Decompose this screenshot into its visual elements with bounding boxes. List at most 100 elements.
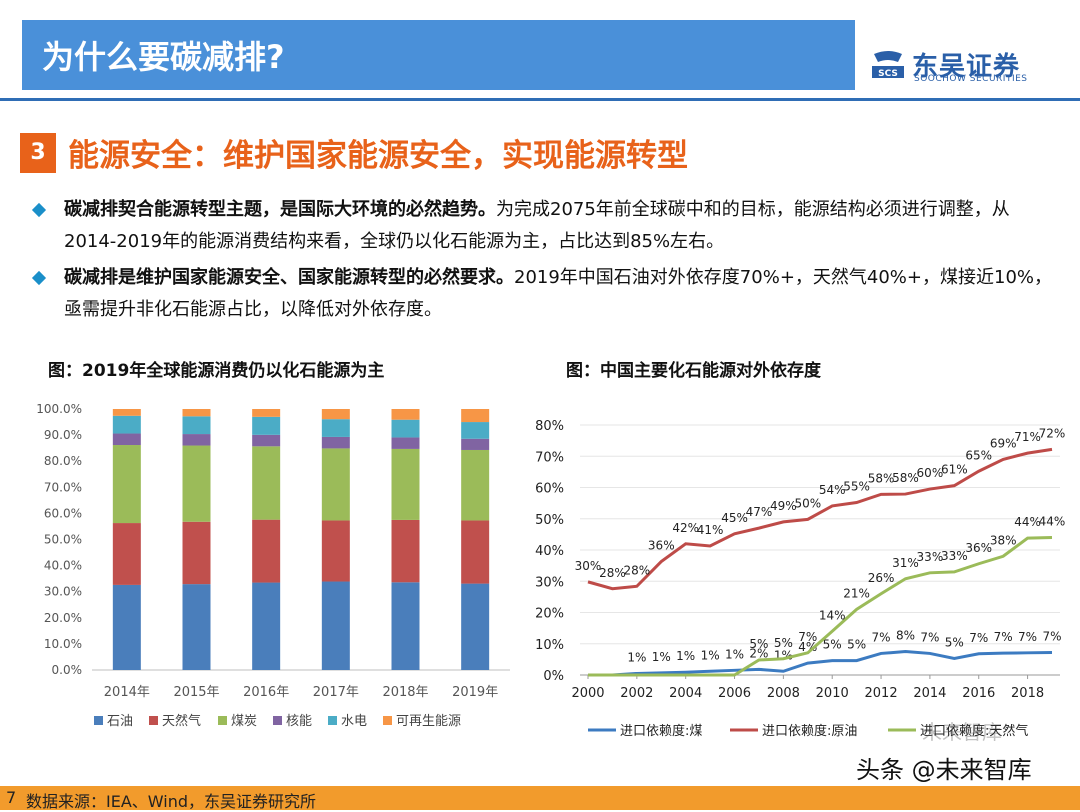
- data-label: 69%: [990, 436, 1017, 450]
- data-label: 7%: [994, 630, 1013, 644]
- legend-swatch: [149, 716, 158, 725]
- data-label: 58%: [892, 471, 919, 485]
- y-tick-label: 50%: [535, 513, 564, 528]
- legend-label: 石油: [107, 714, 133, 729]
- company-logo: SCS 东吴证券 SOOCHOW SECURITIES: [870, 44, 1040, 88]
- y-tick-label: 50.0%: [44, 533, 82, 547]
- line-chart: 0% 10% 20% 30% 40% 50% 60% 70% 80% 2000 2002 2004 20…: [535, 419, 1066, 739]
- bar-segment: [461, 520, 490, 584]
- data-label: 7%: [798, 630, 817, 644]
- legend-swatch: [94, 716, 103, 725]
- y-tick-label: 70.0%: [44, 480, 82, 494]
- data-label: 26%: [868, 571, 895, 585]
- data-label: 50%: [794, 496, 821, 510]
- watermark-faded: 未来智库: [922, 720, 1002, 744]
- data-label: 33%: [941, 549, 968, 563]
- bar-segment: [391, 437, 420, 449]
- legend-label: 进口依赖度:原油: [762, 723, 857, 739]
- bullet-bold-text: 碳减排契合能源转型主题，是国际大环境的必然趋势。: [64, 199, 496, 220]
- data-label: 2%: [749, 646, 768, 660]
- logo-name-en: SOOCHOW SECURITIES: [914, 74, 1028, 84]
- legend-swatch: [383, 716, 392, 725]
- bar-segment: [391, 582, 420, 670]
- bullet-point: 碳减排契合能源转型主题，是国际大环境的必然趋势。为完成2075年前全球碳中和的目…: [31, 194, 1052, 258]
- data-label: 1%: [676, 649, 695, 663]
- legend-label: 核能: [286, 714, 312, 729]
- data-label: 33%: [917, 550, 944, 564]
- bar-segment: [391, 519, 420, 583]
- bullet-text: 为完成2075年前全球碳中和的目标，能源结构必须进行调整，从2014-2019年…: [64, 199, 1010, 252]
- x-tick-label: 2006: [718, 686, 751, 701]
- logo-mark-text: SCS: [878, 69, 898, 79]
- x-tick-label: 2008: [767, 686, 800, 701]
- x-tick-label: 2014: [913, 686, 946, 701]
- x-tick-label: 2018: [1011, 686, 1044, 701]
- y-tick-label: 0%: [543, 669, 564, 684]
- diamond-bullet-icon: [31, 270, 47, 286]
- data-label: 49%: [770, 499, 797, 513]
- legend-label: 进口依赖度:天然气: [920, 723, 1028, 739]
- bullet-bold-text: 碳减排是维护国家能源安全、国家能源转型的必然要求。: [64, 267, 514, 288]
- y-tick-label: 70%: [535, 450, 564, 465]
- data-label: 7%: [1042, 630, 1061, 644]
- left-chart-title: 图：2019年全球能源消费仍以化石能源为主: [48, 361, 385, 381]
- data-label: 31%: [892, 556, 919, 570]
- bar-segment: [461, 449, 490, 521]
- bar-segment: [112, 584, 141, 670]
- legend-label: 进口依赖度:煤: [620, 723, 702, 739]
- data-label: 44%: [1039, 515, 1066, 529]
- y-tick-label: 40%: [535, 544, 564, 559]
- header-divider: [0, 98, 1080, 101]
- data-label: 21%: [843, 586, 870, 600]
- bar-segment: [182, 416, 211, 435]
- data-label: 28%: [599, 566, 626, 580]
- footer-bar: 7 数据来源：IEA、Wind，东吴证券研究所: [0, 786, 1080, 811]
- bar-segment: [182, 434, 211, 446]
- bar-segment: [321, 419, 350, 437]
- y-tick-label: 20%: [535, 607, 564, 622]
- data-label: 55%: [843, 480, 870, 494]
- data-label: 8%: [896, 629, 915, 643]
- bar-segment: [112, 445, 141, 524]
- y-tick-label: 20.0%: [44, 611, 82, 625]
- y-tick-label: 90.0%: [44, 428, 82, 442]
- legend-label: 水电: [341, 714, 367, 729]
- x-tick-label: 2004: [669, 686, 702, 701]
- y-tick-label: 80.0%: [44, 454, 82, 468]
- data-label: 5%: [749, 637, 768, 651]
- bar-segment: [112, 415, 141, 434]
- page-number: 7: [6, 788, 17, 807]
- logo-name-cn: 东吴证券: [912, 52, 1021, 82]
- bar-segment: [391, 419, 420, 438]
- x-tick-label: 2016年: [243, 685, 289, 700]
- data-label: 54%: [819, 483, 846, 497]
- data-label: 5%: [823, 638, 842, 652]
- x-tick-label: 2002: [620, 686, 653, 701]
- bar-segment: [252, 409, 281, 417]
- data-label: 30%: [575, 559, 602, 573]
- data-label: 7%: [872, 630, 891, 644]
- bullet-point: 碳减排是维护国家能源安全、国家能源转型的必然要求。2019年中国石油对外依存度7…: [31, 262, 1052, 326]
- y-tick-label: 60.0%: [44, 506, 82, 520]
- bar-segment: [112, 409, 141, 416]
- page-title: 为什么要碳减排?: [42, 38, 285, 76]
- section-title: 能源安全：维护国家能源安全，实现能源转型: [68, 138, 688, 174]
- y-tick-label: 30.0%: [44, 585, 82, 599]
- bar-segment: [182, 584, 211, 670]
- data-label: 45%: [721, 511, 748, 525]
- y-tick-label: 0.0%: [52, 663, 83, 677]
- data-label: 72%: [1039, 426, 1066, 440]
- y-tick-label: 60%: [535, 482, 564, 497]
- data-label: 5%: [847, 638, 866, 652]
- bar-segment: [321, 409, 350, 420]
- y-tick-label: 80%: [535, 419, 564, 434]
- data-label: 14%: [819, 608, 846, 622]
- legend-swatch: [218, 716, 227, 725]
- legend-label: 天然气: [162, 713, 201, 729]
- data-label: 5%: [774, 636, 793, 650]
- bar-segment: [252, 519, 281, 583]
- bar-segment: [112, 433, 141, 446]
- legend-swatch: [328, 716, 337, 725]
- data-label: 65%: [965, 448, 992, 462]
- bar-segment: [252, 582, 281, 670]
